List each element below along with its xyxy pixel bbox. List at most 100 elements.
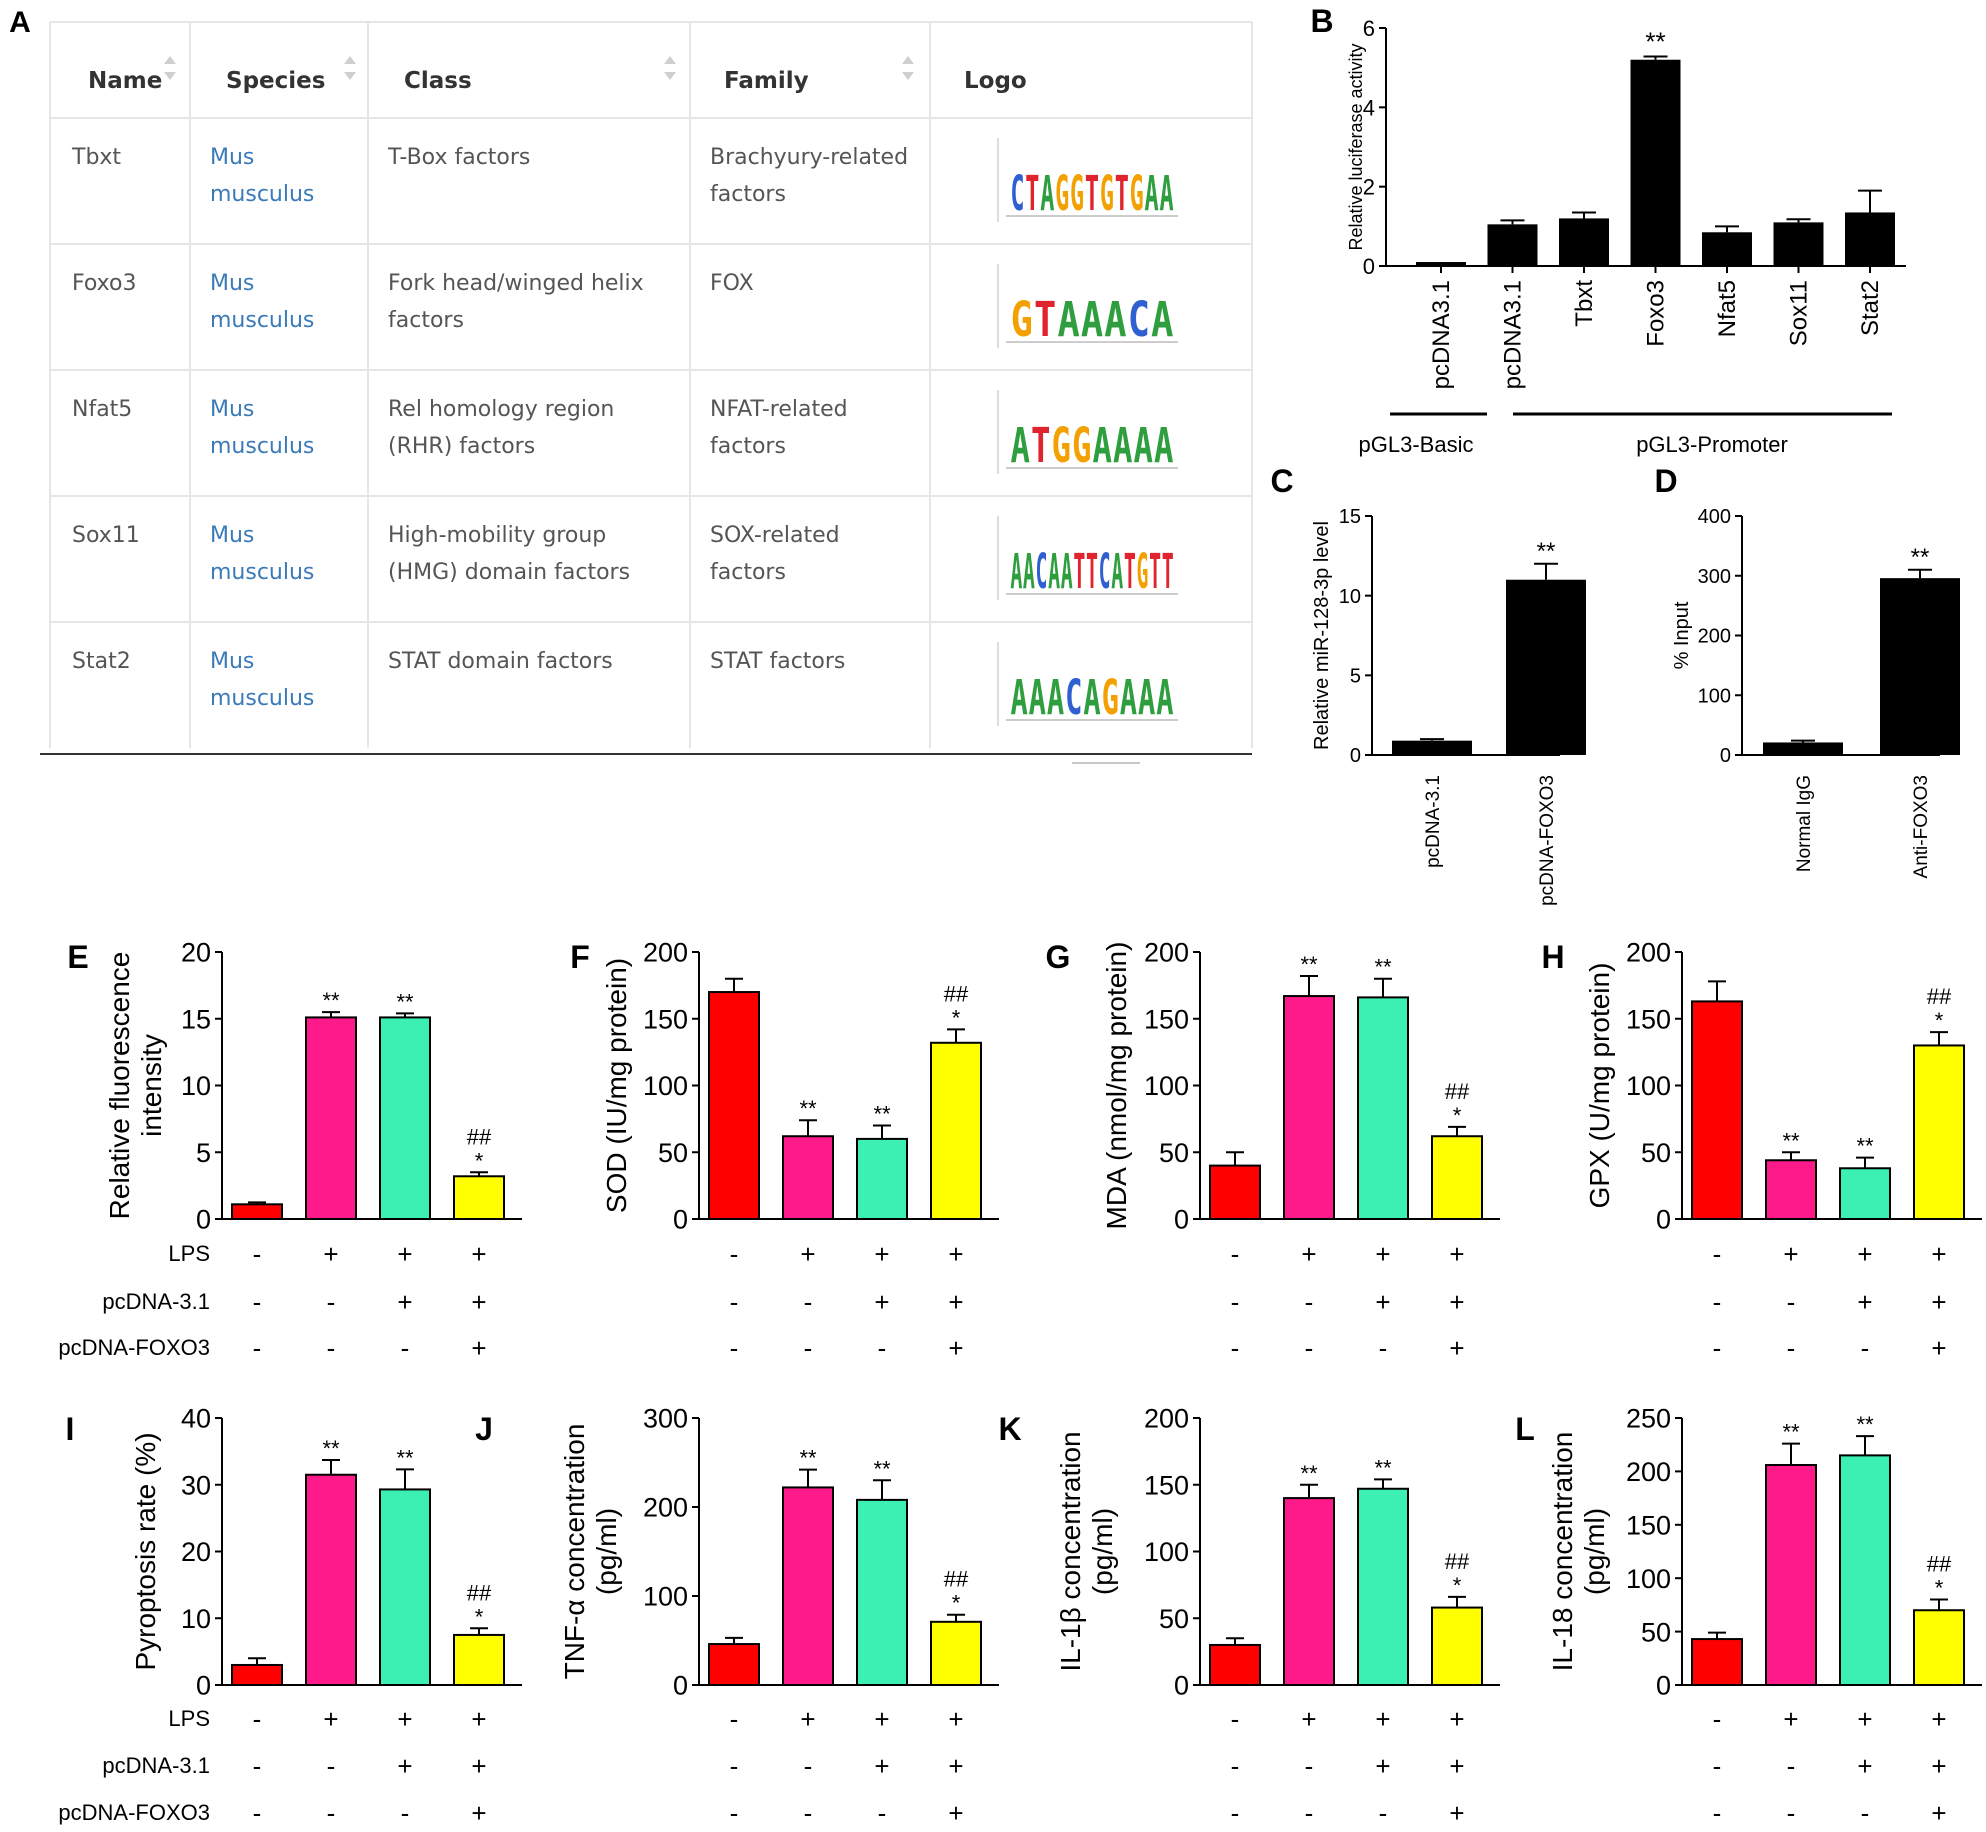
bar-c-1 xyxy=(1506,579,1586,755)
y-axis-label: % Input xyxy=(1671,601,1693,669)
condition-row-label: pcDNA-3.1 xyxy=(102,1753,210,1778)
significance: * xyxy=(952,1005,961,1030)
chart-panel-f: F 0 50 100 150 200 SOD (IU/mg protein) - - - ** + - -… xyxy=(570,938,999,1363)
b-x-tick-label: Stat2 xyxy=(1857,280,1884,336)
logo-letter: T xyxy=(1124,544,1136,600)
table-cell-family: NFAT-related xyxy=(710,397,848,422)
condition-vector: - xyxy=(804,1287,813,1317)
condition-lps: + xyxy=(1301,1239,1316,1269)
bar-l-0 xyxy=(1691,1638,1743,1687)
condition-vector: - xyxy=(253,1287,262,1317)
significance: * xyxy=(1935,1008,1944,1033)
y-axis-label: IL-1β concentration xyxy=(1055,1431,1086,1671)
i-y-tick-label: 40 xyxy=(181,1404,211,1434)
k-y-tick-label: 100 xyxy=(1144,1537,1189,1567)
significance: * xyxy=(952,1591,961,1616)
table-cell-name: Tbxt xyxy=(71,145,121,170)
table-cell-name: Sox11 xyxy=(72,523,140,548)
sort-up-icon xyxy=(902,56,914,64)
y-axis-label: SOD (IU/mg protein) xyxy=(601,958,632,1213)
condition-vector: + xyxy=(1931,1751,1946,1781)
b-y-tick-label: 4 xyxy=(1363,95,1375,120)
j-y-tick-label: 300 xyxy=(643,1404,688,1434)
significance: ** xyxy=(1374,1455,1392,1480)
k-y-tick-label: 200 xyxy=(1144,1404,1189,1434)
logo-letter: C xyxy=(1099,544,1111,600)
logo-letter: T xyxy=(1034,292,1056,348)
b-x-tick-label: Foxo3 xyxy=(1643,280,1670,347)
logo-letter: A xyxy=(1134,418,1154,474)
table-cell-name: Stat2 xyxy=(72,649,131,674)
panel-label: B xyxy=(1310,3,1333,39)
logo-letter: C xyxy=(1065,670,1082,726)
panel-label: K xyxy=(998,1411,1021,1447)
condition-foxo3: + xyxy=(1931,1798,1946,1828)
significance: * xyxy=(475,1604,484,1629)
table-cell-family: FOX xyxy=(710,271,754,296)
significance: ** xyxy=(1374,955,1392,980)
significance: ** xyxy=(873,1102,891,1127)
bar-i-0 xyxy=(231,1663,283,1686)
condition-row-label: pcDNA-FOXO3 xyxy=(58,1335,210,1360)
k-y-tick-label: 0 xyxy=(1174,1671,1189,1701)
g-y-tick-label: 100 xyxy=(1144,1071,1189,1101)
condition-lps: + xyxy=(1931,1239,1946,1269)
table-cell-species: musculus xyxy=(210,308,314,333)
condition-lps: - xyxy=(1713,1704,1722,1734)
condition-lps: - xyxy=(1713,1239,1722,1269)
logo-letter: A xyxy=(1061,544,1073,600)
condition-row-label: pcDNA-FOXO3 xyxy=(58,1800,210,1825)
logo-letter: G xyxy=(1070,166,1084,222)
condition-vector: - xyxy=(1787,1751,1796,1781)
b-x-tick-label: pcDNA3.1 xyxy=(1500,280,1527,389)
table-cell-class: High-mobility group xyxy=(388,523,606,548)
condition-vector: + xyxy=(397,1751,412,1781)
chart-panel-i: I 0 10 20 30 40 Pyroptosis rate (%) - - - ** + - - ** +… xyxy=(58,1404,522,1828)
logo-letter: T xyxy=(1115,166,1129,222)
chart-panel-j: J 0 100 200 300 TNF-α concentration (pg/ml) - - -… xyxy=(475,1404,999,1828)
condition-row-label: LPS xyxy=(168,1706,210,1731)
condition-lps: + xyxy=(1931,1704,1946,1734)
condition-vector: + xyxy=(948,1751,963,1781)
table-cell-species: Mus xyxy=(210,649,254,674)
bar-g-3 xyxy=(1431,1135,1483,1220)
condition-lps: - xyxy=(1231,1239,1240,1269)
condition-lps: + xyxy=(1375,1704,1390,1734)
bar-l-3 xyxy=(1913,1609,1965,1686)
b-group-label: pGL3-Basic xyxy=(1359,432,1474,457)
logo-letter: T xyxy=(1025,166,1039,222)
logo-letter: A xyxy=(1154,418,1174,474)
condition-vector: + xyxy=(874,1751,889,1781)
condition-vector: - xyxy=(327,1751,336,1781)
table-cell-species: Mus xyxy=(210,523,254,548)
significance: ** xyxy=(1300,1461,1318,1486)
condition-lps: - xyxy=(730,1704,739,1734)
b-y-axis-label: Relative luciferase activity xyxy=(1346,43,1366,250)
panel-label: I xyxy=(66,1411,75,1447)
condition-vector: + xyxy=(1449,1751,1464,1781)
logo-letter: A xyxy=(1111,544,1123,600)
e-y-tick-label: 10 xyxy=(181,1071,211,1101)
condition-foxo3: - xyxy=(327,1798,336,1828)
bar-j-3 xyxy=(930,1620,982,1687)
condition-lps: - xyxy=(1231,1704,1240,1734)
condition-vector: + xyxy=(471,1287,486,1317)
logo-letter: T xyxy=(1031,418,1050,474)
c-y-tick-label: 5 xyxy=(1350,666,1361,688)
condition-vector: + xyxy=(1449,1287,1464,1317)
sort-down-icon xyxy=(344,72,356,80)
condition-lps: + xyxy=(471,1704,486,1734)
table-cell-family: SOX-related xyxy=(710,523,840,548)
table-header-species: Species xyxy=(226,68,325,94)
condition-foxo3: - xyxy=(1713,1798,1722,1828)
bar-e-2 xyxy=(379,1016,431,1220)
significance: * xyxy=(1453,1103,1462,1128)
condition-vector: - xyxy=(327,1287,336,1317)
e-y-tick-label: 0 xyxy=(196,1205,211,1235)
y-axis-label: GPX (U/mg protein) xyxy=(1584,963,1615,1209)
i-y-tick-label: 30 xyxy=(181,1470,211,1500)
condition-lps: + xyxy=(800,1239,815,1269)
